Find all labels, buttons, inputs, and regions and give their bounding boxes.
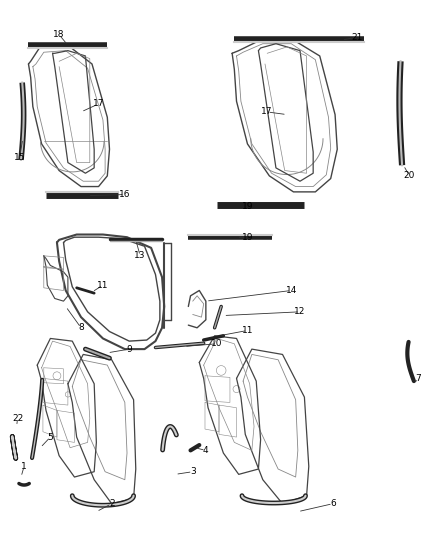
Text: 19: 19 <box>242 233 253 241</box>
Text: 10: 10 <box>211 340 223 348</box>
Text: 11: 11 <box>97 281 109 289</box>
Text: 21: 21 <box>351 33 363 42</box>
Text: 8: 8 <box>78 324 84 332</box>
Text: 2: 2 <box>109 499 114 508</box>
Text: 19: 19 <box>242 203 253 211</box>
Text: 12: 12 <box>294 308 306 316</box>
Text: 15: 15 <box>14 153 25 161</box>
Text: 1: 1 <box>21 462 27 471</box>
Text: 14: 14 <box>286 286 297 295</box>
Text: 4: 4 <box>203 446 208 455</box>
Text: 7: 7 <box>415 374 421 383</box>
Text: 11: 11 <box>242 326 253 335</box>
Text: 18: 18 <box>53 30 65 39</box>
Text: 5: 5 <box>47 433 53 441</box>
Text: 17: 17 <box>261 108 273 116</box>
Text: 9: 9 <box>126 345 132 353</box>
Text: 16: 16 <box>119 190 131 199</box>
Text: 17: 17 <box>93 100 104 108</box>
Text: 22: 22 <box>12 414 23 423</box>
Text: 6: 6 <box>330 499 336 508</box>
Text: 13: 13 <box>134 252 146 260</box>
Text: 20: 20 <box>404 172 415 180</box>
Text: 3: 3 <box>190 467 196 476</box>
